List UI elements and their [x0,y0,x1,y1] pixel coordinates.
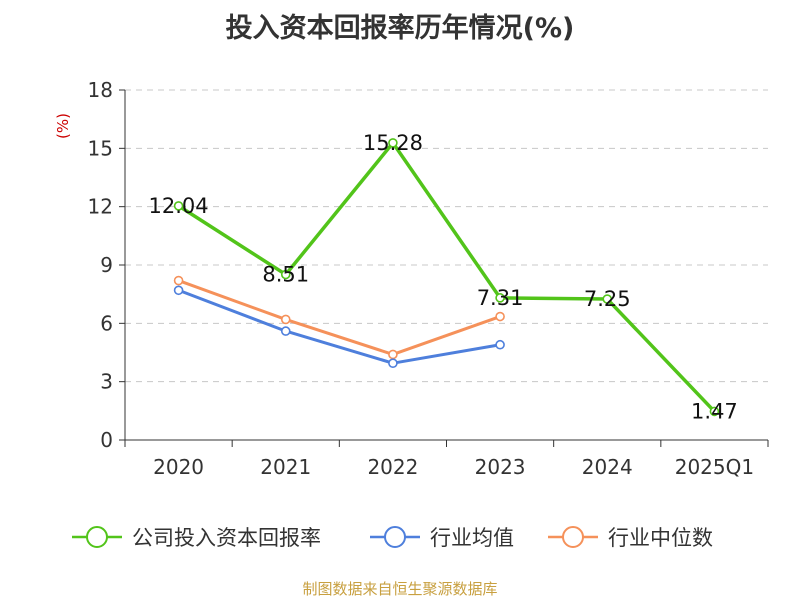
data-point [388,358,398,368]
data-labels: 12.04 8.51 15.28 7.31 7.25 1.47 [149,131,738,424]
y-axis-label: (%) [54,113,72,139]
y-tick-label: 18 [88,78,113,102]
y-tick-label: 9 [100,253,113,277]
chart-title: 投入资本回报率历年情况(%) [225,13,575,44]
legend-marker [86,526,108,548]
grid-lines [125,89,768,383]
series-lines [177,141,716,413]
axes [119,89,769,447]
legend-label: 行业中位数 [608,526,713,550]
data-label: 7.31 [477,286,524,310]
legend-label: 行业均值 [430,526,514,550]
series-line [177,141,716,413]
y-tick-label: 3 [100,370,113,394]
x-tick-label: 2021 [260,455,311,479]
data-label: 1.47 [691,399,738,423]
x-tick-label: 2020 [153,455,204,479]
data-label: 12.04 [149,194,209,218]
data-point [280,326,291,336]
data-point [495,339,505,350]
data-point [709,406,720,417]
source-footer: 制图数据来自恒生聚源数据库 [302,580,498,598]
data-point [173,201,184,211]
data-point [173,275,184,286]
legend-label: 公司投入资本回报率 [132,526,321,550]
y-tick-label: 15 [88,136,113,160]
x-tick-label: 2022 [367,455,418,479]
series-line [178,288,501,365]
data-point [495,293,505,303]
data-label: 7.25 [584,287,631,311]
x-tick-label: 2023 [475,455,526,479]
data-point [280,269,291,280]
data-point [280,314,291,325]
legend: 公司投入资本回报率 行业均值 行业中位数 [72,526,713,550]
data-point [602,294,613,304]
data-point [388,138,398,148]
tick-labels: 0 3 6 9 12 15 18 2020 2021 2022 2023 2024 2025Q1 [88,78,755,479]
data-label: 15.28 [363,131,423,155]
x-tick-label: 2024 [582,455,633,479]
legend-marker [562,526,584,548]
legend-marker [384,526,406,548]
data-point [388,349,398,360]
data-point [173,285,184,296]
series-points [173,138,720,417]
data-point [495,311,505,322]
y-tick-label: 12 [88,195,113,219]
series-line [178,279,501,356]
y-tick-label: 0 [100,428,113,452]
data-label: 8.51 [262,263,309,287]
y-tick-label: 6 [100,311,113,335]
x-tick-label: 2025Q1 [675,455,754,479]
